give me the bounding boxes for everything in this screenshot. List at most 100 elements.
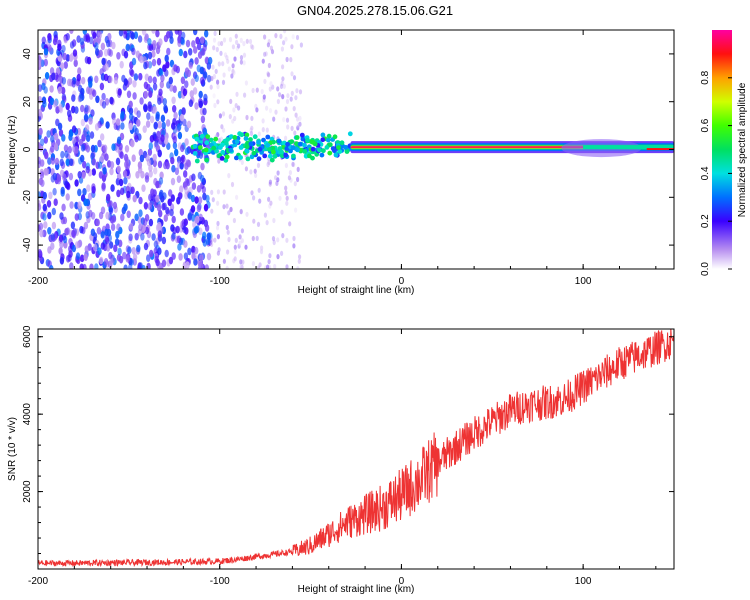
spectrogram-cell	[285, 117, 290, 123]
spectrogram-cell	[88, 209, 93, 218]
spectrogram-cell	[105, 244, 111, 252]
spectrogram-cell	[267, 72, 271, 78]
spectrogram-cell	[47, 211, 52, 220]
spectrogram-cell	[123, 31, 128, 39]
spectrogram-cell	[172, 141, 178, 150]
spectrogram-cell	[123, 153, 129, 162]
spectrogram-cell	[155, 223, 161, 232]
spectrogram-cell	[66, 182, 71, 191]
spectrogram-cell	[165, 119, 171, 127]
spectrogram-cell	[101, 57, 106, 66]
spectrogram-cell	[156, 130, 161, 139]
spectrogram-cell	[223, 52, 228, 58]
spectrogram-cell	[292, 243, 296, 249]
spectrogram-cell	[233, 256, 237, 262]
spectrogram-cell	[107, 32, 112, 41]
spectrogram-cell	[343, 145, 349, 150]
spectrogram-cell	[222, 189, 226, 195]
colorbar-tick-label: 0.0	[700, 262, 711, 276]
y-tick-label: 40	[22, 48, 33, 60]
spectrogram-cell	[244, 144, 250, 150]
spectrogram-cell	[225, 224, 229, 231]
spectrogram-cell	[200, 162, 205, 171]
spectrogram-cell	[54, 157, 60, 166]
y-tick-label: 20	[22, 96, 33, 108]
spectrogram-cell	[124, 145, 130, 153]
spectrogram-cell	[111, 41, 116, 50]
spectrogram-cell	[265, 220, 269, 226]
spectrogram-cell	[238, 155, 244, 160]
spectrogram-x-label: Height of straight line (km)	[298, 285, 415, 296]
spectrogram-cell	[83, 198, 88, 207]
spectrogram-cell	[69, 262, 74, 269]
spectrogram-cell	[212, 73, 216, 80]
spectrogram-cell	[104, 235, 110, 243]
spectrogram-cell	[136, 244, 141, 253]
spectrogram-cell	[59, 257, 65, 265]
spectrogram-cell	[51, 72, 56, 81]
spectrogram-cell	[132, 92, 137, 100]
spectrogram-cell	[202, 231, 207, 240]
snr-x-ticks: -200 -100 0 100	[28, 329, 657, 587]
spectrogram-cell	[147, 202, 153, 211]
spectrogram-cell	[172, 117, 177, 126]
spectrogram-cell	[109, 258, 114, 267]
spectrogram-cell	[248, 141, 254, 147]
spectrogram-cell	[288, 170, 292, 176]
spectrogram-cell	[125, 254, 130, 263]
spectrogram-cell	[163, 214, 168, 222]
spectrogram-cell	[265, 142, 271, 148]
spectrogram-cell	[217, 61, 221, 67]
spectrogram-cell	[99, 155, 105, 163]
spectrogram-cell	[260, 88, 264, 95]
spectrogram-cell	[171, 252, 176, 260]
spectrogram-cell	[170, 156, 175, 165]
spectrogram-cell	[267, 147, 272, 152]
spectrogram-cell	[336, 145, 341, 151]
spectrogram-cell	[225, 55, 229, 61]
spectrogram-cell	[196, 204, 202, 213]
spectrogram-cell	[67, 78, 72, 87]
spectrogram-cell	[281, 76, 285, 82]
spectrogram-cell	[123, 50, 129, 59]
spectrogram-cell	[194, 102, 199, 110]
spectrogram-cell	[94, 263, 99, 269]
spectrogram-cell	[203, 147, 209, 153]
spectrogram-cell	[151, 30, 156, 34]
spectrogram-cell	[250, 125, 254, 131]
spectrogram-cell	[285, 264, 289, 269]
spectrogram-cell	[284, 190, 288, 196]
spectrogram-cell	[80, 154, 85, 163]
spectrogram-cell	[278, 92, 282, 98]
spectrogram-cell	[50, 135, 55, 143]
spectrogram-cell	[249, 154, 255, 160]
spectrogram-cell	[252, 134, 258, 140]
spectrogram-cell	[200, 115, 206, 124]
spectrogram-cell	[265, 127, 269, 133]
snr-panel: -200 -100 0 100 2000 4000 6000 Height of stra…	[7, 325, 675, 595]
spectrogram-cell	[233, 248, 237, 255]
spectrogram-cell	[211, 197, 215, 203]
spectrogram-cell	[132, 80, 137, 88]
spectrogram-cell	[283, 30, 287, 34]
spectrogram-cell	[216, 234, 220, 240]
spectrogram-cell	[307, 153, 312, 159]
spectrogram-cell	[74, 213, 80, 221]
spectrogram-cell	[82, 188, 87, 196]
spectrogram-cell	[171, 96, 176, 105]
spectrogram-cell	[136, 119, 141, 127]
spectrogram-cell	[298, 89, 303, 95]
spectrogram-cell	[152, 153, 157, 162]
spectrogram-cell	[128, 233, 133, 242]
spectrogram-cell	[95, 48, 100, 56]
spectrogram-cell	[80, 144, 86, 152]
spectrogram-cell	[252, 195, 256, 201]
spectrogram-cell	[332, 148, 337, 154]
spectrogram-cell	[194, 136, 200, 142]
spectrogram-cell	[276, 237, 280, 243]
spectrogram-cell	[59, 212, 64, 220]
spectrogram-cell	[104, 153, 109, 161]
spectrogram-cell	[120, 110, 125, 119]
spectrogram-cell	[327, 150, 333, 156]
spectrogram-cell	[100, 42, 106, 51]
